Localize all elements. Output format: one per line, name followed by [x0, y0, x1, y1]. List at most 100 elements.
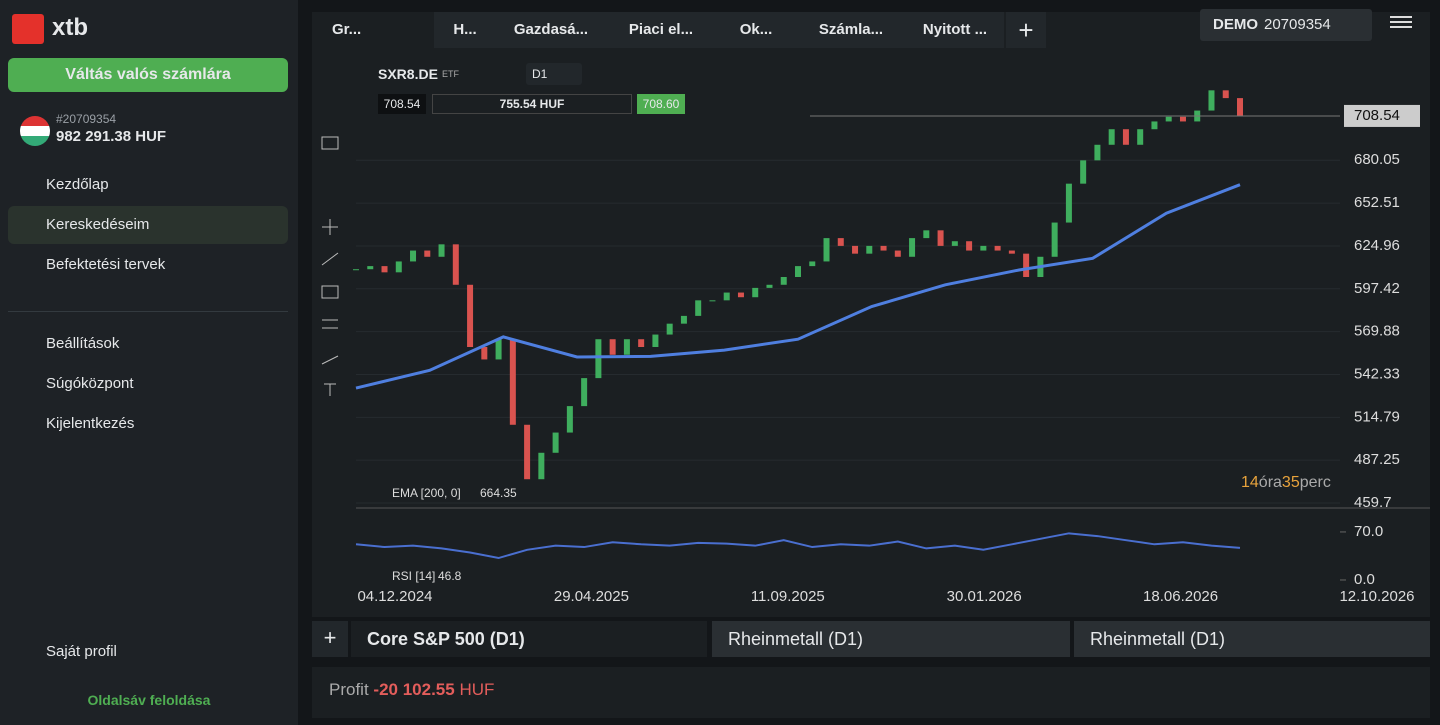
ask[interactable]: 708.60 — [637, 94, 685, 114]
candle — [424, 250, 431, 257]
divider — [8, 311, 288, 312]
candle — [1108, 129, 1115, 145]
candle — [495, 339, 502, 360]
candle — [894, 250, 901, 257]
candle — [852, 245, 859, 254]
interval[interactable]: D1 — [526, 63, 582, 85]
account-select[interactable] — [1200, 9, 1372, 41]
tool-icons[interactable] — [321, 219, 339, 396]
candle — [966, 241, 973, 251]
candle — [766, 284, 773, 288]
candle — [566, 406, 573, 433]
nav-item[interactable]: Saját profil — [46, 643, 117, 660]
minutes: 35 — [1281, 474, 1300, 491]
candle — [1151, 121, 1158, 130]
candle — [780, 277, 787, 285]
candle — [680, 315, 687, 324]
add-chart[interactable]: + — [312, 621, 348, 657]
profit-value: -20 102.55 — [373, 680, 455, 699]
candle — [695, 300, 702, 316]
candle — [752, 287, 759, 298]
unit: perc — [1299, 474, 1331, 491]
tab[interactable]: Gr... — [312, 12, 434, 48]
countdown: 14óra35perc — [1241, 474, 1331, 492]
x-tick-label: 29.04.2025 — [554, 588, 629, 605]
price-tag — [1344, 104, 1420, 127]
candle — [923, 230, 930, 239]
profit-label: Profit — [329, 680, 369, 699]
add-tab[interactable]: + — [1006, 12, 1046, 48]
tab[interactable]: Piaci el... — [606, 12, 716, 48]
nav-item[interactable]: Kijelentkezés — [46, 415, 135, 432]
tool-icon[interactable] — [321, 136, 339, 150]
chart-panel — [312, 12, 1430, 617]
y-tick-label: 459.7 — [1354, 494, 1392, 511]
tab[interactable]: Számla... — [796, 12, 906, 48]
y-tick-label: 514.79 — [1354, 408, 1400, 425]
nav-item[interactable]: Beállítások — [46, 335, 120, 352]
candle — [1237, 98, 1243, 116]
chart: 680.05 652.51 624.96 597.42 569.88 542.33 514.… — [312, 90, 1430, 605]
ema-name: EMA [200, 0] — [392, 486, 461, 500]
symbol[interactable]: SXR8.DE — [378, 66, 438, 82]
balance: 982 291.38 HUF — [56, 128, 167, 145]
candle — [481, 347, 488, 360]
candle — [994, 245, 1001, 251]
candle — [538, 452, 545, 480]
candle — [1122, 129, 1129, 145]
nav-item[interactable]: Kezdőlap — [46, 176, 109, 193]
y-tick-label: 680.05 — [1354, 151, 1400, 168]
tab[interactable]: Ok... — [716, 12, 796, 48]
rsi-value: 46.8 — [438, 569, 462, 583]
candle — [980, 245, 987, 251]
candle — [723, 292, 730, 301]
profit-currency: HUF — [459, 680, 495, 699]
amount[interactable]: 755.54 HUF — [432, 94, 632, 114]
candle — [737, 292, 744, 298]
tab[interactable]: Nyitott ... — [906, 12, 1004, 48]
candle — [581, 378, 588, 407]
menu[interactable] — [1390, 16, 1412, 18]
candle — [595, 339, 602, 379]
sidebar: xtb Váltás valós számlára #20709354 982 … — [0, 0, 298, 725]
hours: 14 — [1241, 474, 1259, 491]
candle — [1094, 144, 1101, 161]
nav-item[interactable]: Súgóközpont — [46, 375, 134, 392]
unit: óra — [1258, 474, 1282, 491]
candle — [1008, 250, 1015, 254]
y-tick-label: 652.51 — [1354, 194, 1400, 211]
logo: xtb — [52, 14, 88, 41]
candle — [638, 339, 645, 347]
logo-icon — [12, 14, 44, 44]
y-tick-label: 569.88 — [1354, 323, 1400, 340]
unlock-sidebar[interactable]: Oldalsáv feloldása — [87, 692, 211, 708]
price-label: 708.54 — [1354, 107, 1400, 124]
ema-line — [355, 183, 1241, 390]
account-number: 20709354 — [1264, 16, 1331, 33]
y-tick-label: 487.25 — [1354, 451, 1400, 468]
chart-tab[interactable]: Core S&P 500 (D1) — [351, 621, 707, 657]
candle — [1165, 116, 1172, 122]
candle — [509, 339, 516, 425]
candle — [353, 269, 359, 271]
rsi-name: RSI [14] — [392, 569, 435, 583]
tab[interactable]: H... — [434, 12, 496, 48]
chart-tab[interactable]: Rheinmetall (D1) — [1074, 621, 1430, 657]
nav-item[interactable]: Befektetési tervek — [46, 256, 166, 273]
candle — [1222, 90, 1229, 99]
candle — [609, 339, 616, 355]
candle — [951, 241, 958, 246]
chart-tab[interactable]: Rheinmetall (D1) — [712, 621, 1070, 657]
symbol-tag: ETF — [442, 69, 459, 79]
nav-item[interactable]: Kereskedéseim — [8, 206, 288, 244]
switch-button[interactable]: Váltás valós számlára — [8, 58, 288, 92]
x-tick-label: 18.06.2026 — [1143, 588, 1218, 605]
tab[interactable]: Gazdasá... — [496, 12, 606, 48]
rsi-tick-label: 70.0 — [1354, 523, 1383, 540]
bid[interactable]: 708.54 — [378, 94, 426, 114]
candle — [395, 261, 402, 273]
ema-value: 664.35 — [480, 486, 517, 500]
candle — [837, 238, 844, 246]
toolbar — [312, 130, 346, 430]
